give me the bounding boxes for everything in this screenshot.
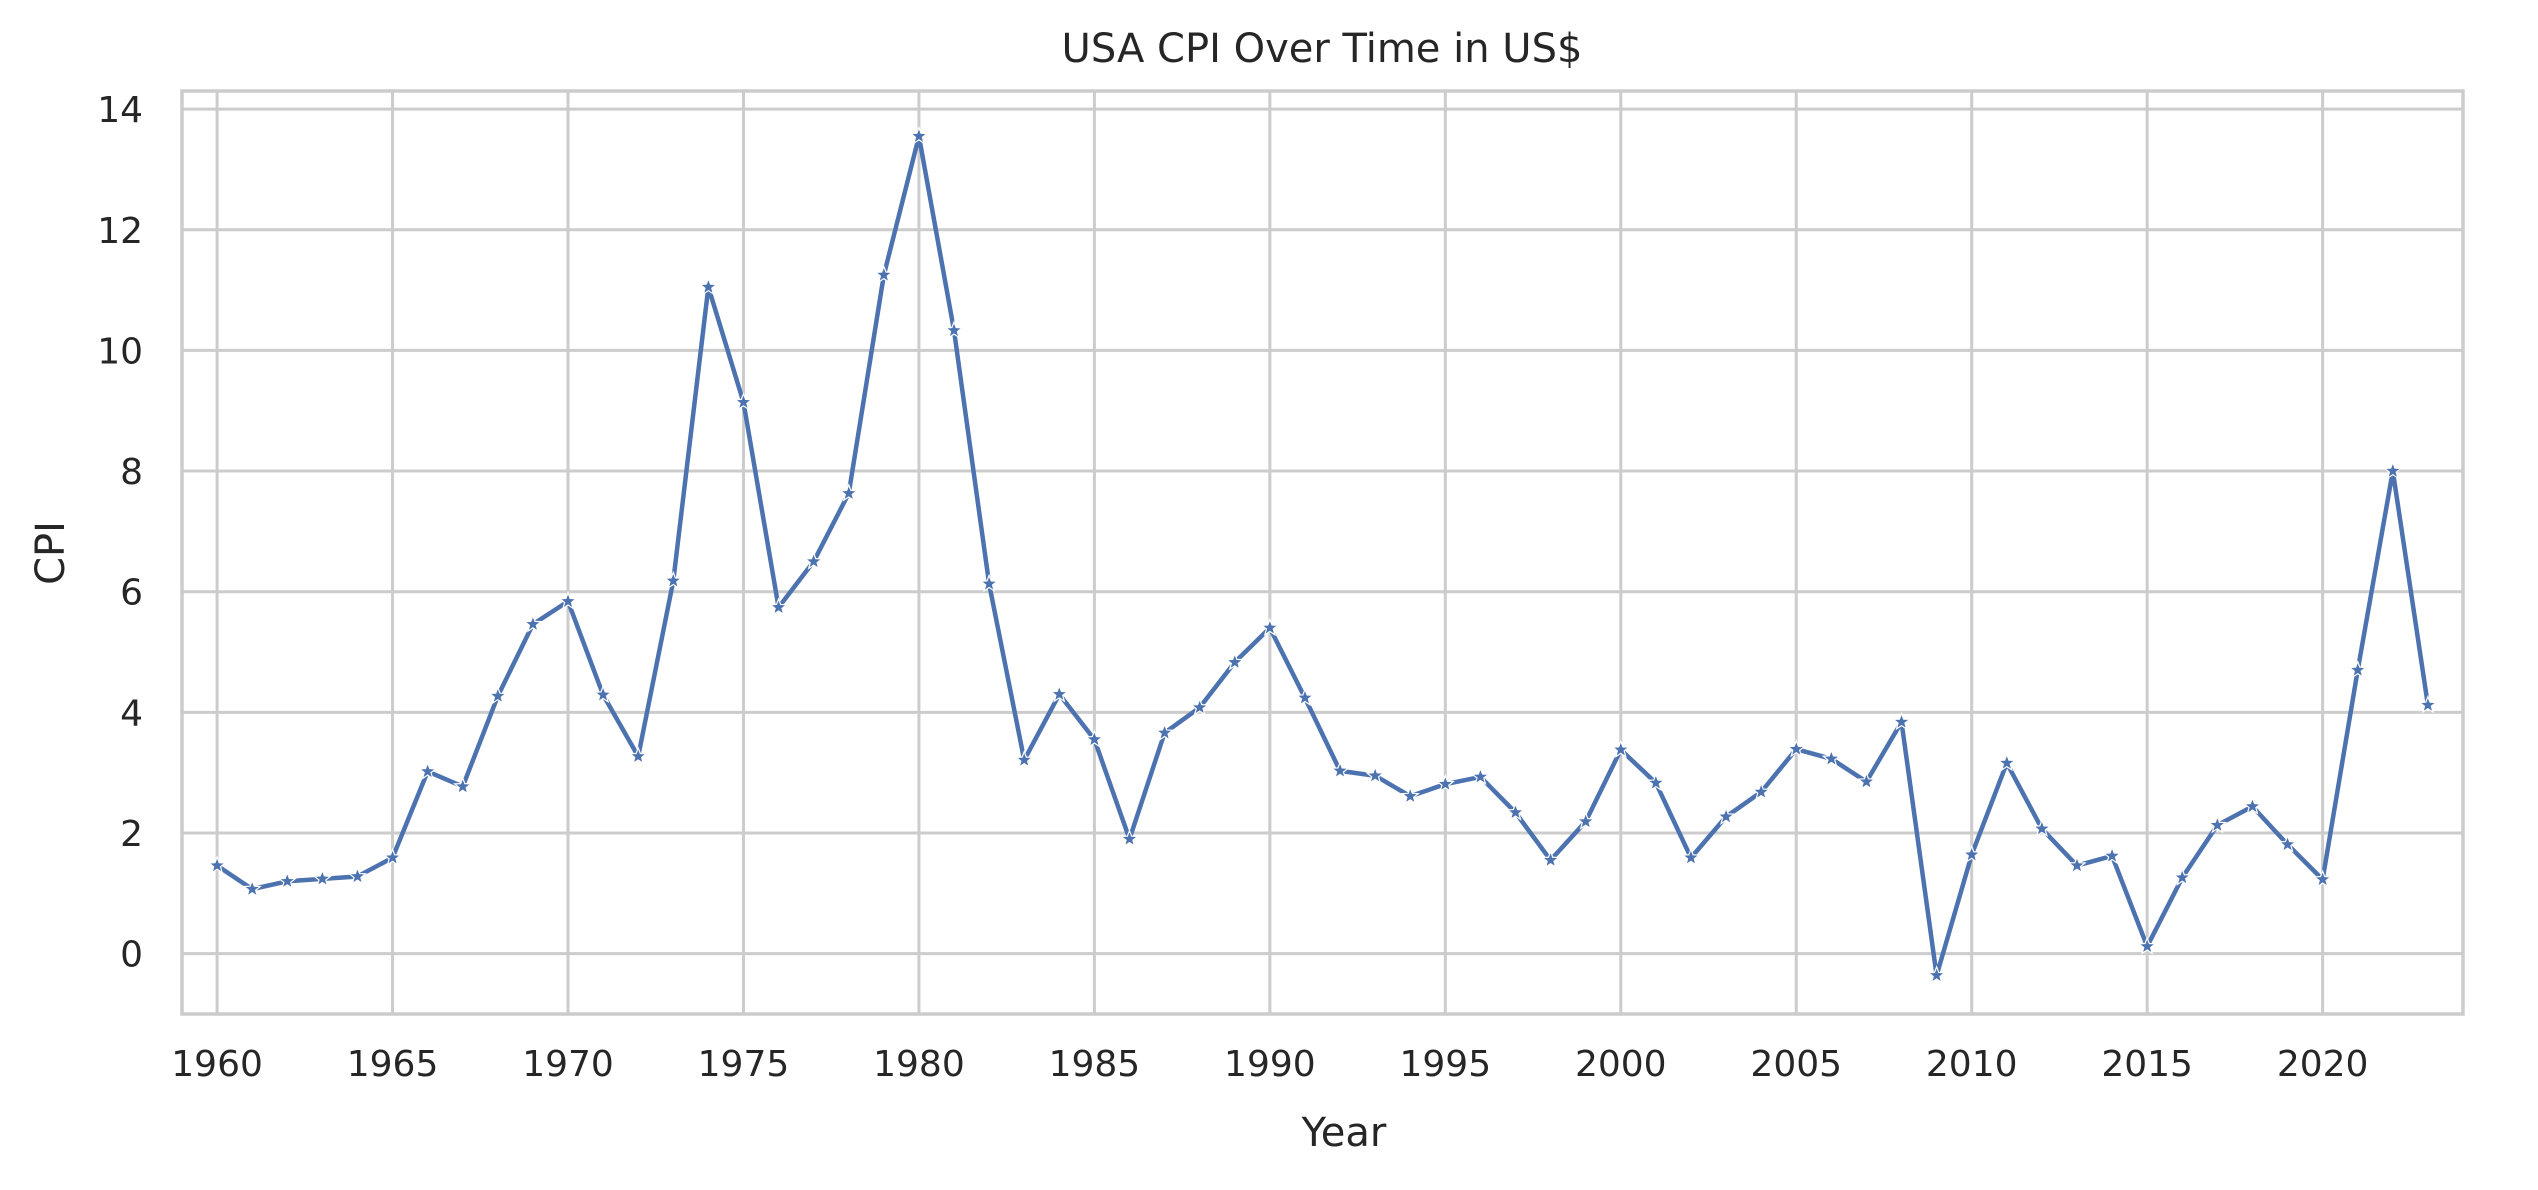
data-point-marker [1856,771,1877,790]
data-point-marker [944,320,964,339]
data-point-marker [1786,738,1806,758]
data-point-marker [1400,786,1420,805]
data-point-marker [1821,748,1842,768]
data-point-marker [979,573,999,593]
data-point-marker [312,868,333,888]
data-point-marker [558,591,578,610]
data-point-marker [277,871,297,890]
y-tick-label: 2 [120,814,143,855]
data-point-marker [2348,659,2368,679]
data-point-marker [1505,802,1526,821]
data-point-marker [909,126,929,145]
data-point-marker [382,847,403,867]
data-point-marker [2277,834,2298,853]
data-point-marker [1575,811,1596,830]
x-tick-label: 1965 [347,1044,439,1085]
x-tick-label: 2015 [2101,1044,2193,1085]
data-point-marker [347,866,368,885]
y-tick-label: 10 [97,331,143,372]
data-point-marker [2102,845,2122,865]
data-point-marker [2312,869,2333,888]
data-point-marker [523,614,543,633]
data-point-marker [1119,828,1140,848]
data-point-marker [663,570,683,590]
data-point-marker [1154,722,1175,742]
data-point-marker [2242,796,2263,815]
series-layer [207,126,2438,984]
x-tick-label: 1995 [1400,1044,1492,1085]
x-tick-label: 1960 [171,1044,263,1085]
data-point-marker [488,685,508,705]
data-point-marker [803,551,824,570]
x-tick-label: 2010 [1926,1044,2018,1085]
y-tick-label: 12 [97,211,143,252]
data-point-marker [1891,711,1912,731]
x-tick-label: 1990 [1224,1044,1316,1085]
data-point-marker [2137,936,2157,955]
data-point-marker [1189,697,1210,716]
grid-lines [182,91,2463,1014]
data-point-marker [1540,849,1561,869]
data-point-marker [1365,765,1385,784]
data-point-marker [1014,749,1034,769]
data-point-marker [1646,772,1666,792]
data-point-marker [417,761,438,780]
data-point-marker [1470,766,1491,786]
data-point-marker [1926,965,1947,984]
y-tick-label: 8 [120,452,143,493]
y-tick-label: 4 [120,693,143,734]
data-point-marker [2418,694,2438,714]
y-tick-label: 0 [120,935,143,976]
x-tick-label: 1980 [873,1044,965,1085]
data-point-marker [1716,806,1736,825]
data-point-marker [839,483,859,502]
x-tick-label: 2005 [1750,1044,1842,1085]
data-point-marker [2067,855,2087,874]
data-point-marker [1962,844,1982,863]
data-point-marker [2207,814,2228,834]
data-point-marker [733,392,754,411]
data-point-marker [1611,739,1631,759]
data-point-marker [242,878,262,898]
data-point-marker [2383,460,2403,480]
data-point-marker [698,276,719,296]
x-axis-label: Year [1301,1110,1387,1156]
data-point-marker [1295,687,1315,707]
chart-title: USA CPI Over Time in US$ [1062,26,1583,72]
data-point-marker [1435,773,1456,793]
tick-labels: 1960 1965 1970 1975 1980 1985 1990 1995 2000 2005… [97,90,2368,1085]
plot-area-frame [180,89,2465,1016]
x-tick-label: 2020 [2277,1044,2369,1085]
y-tick-label: 14 [97,90,143,131]
data-point-marker [768,597,789,616]
data-point-marker [1049,684,1070,703]
y-tick-label: 6 [120,573,143,614]
data-point-marker [2172,867,2192,886]
data-point-marker [1681,847,1701,867]
y-axis-label: CPI [28,521,74,585]
data-point-marker [1260,617,1280,637]
data-point-marker [1751,781,1771,801]
data-point-marker [1330,760,1350,780]
data-point-marker [1997,752,2017,772]
data-point-marker [207,855,227,874]
x-tick-label: 1975 [698,1044,790,1085]
data-point-marker [1225,652,1245,671]
data-point-marker [2032,818,2052,838]
data-point-marker [628,746,648,765]
x-tick-label: 1985 [1049,1044,1141,1085]
data-point-marker [453,776,473,795]
x-tick-label: 2000 [1575,1044,1667,1085]
data-point-marker [874,264,894,284]
data-point-marker [593,684,613,704]
data-point-marker [1084,729,1105,748]
cpi-series-line [214,134,2431,978]
x-tick-label: 1970 [522,1044,614,1085]
